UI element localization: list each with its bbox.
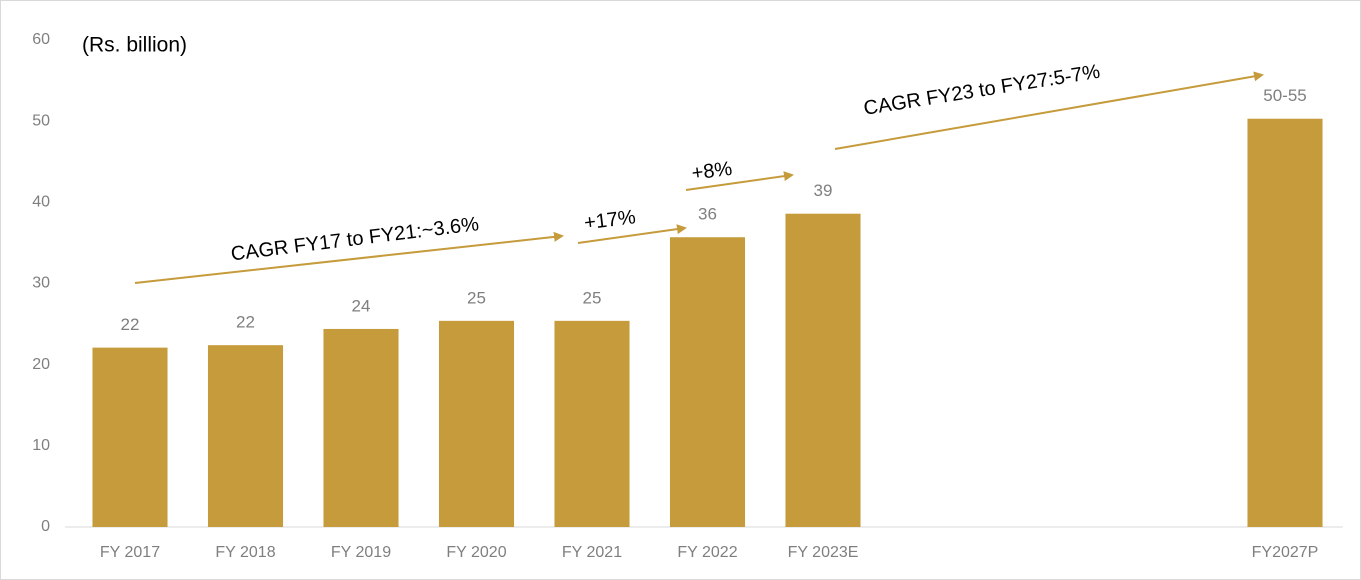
annotation: CAGR FY17 to FY21:~3.6% <box>230 213 481 265</box>
x-tick-label: FY 2019 <box>331 544 391 561</box>
bar <box>1247 118 1323 528</box>
y-tick-label: 10 <box>32 437 50 454</box>
y-tick-label: 30 <box>32 275 50 292</box>
annotation: +17% <box>583 206 637 234</box>
arrow <box>834 71 1264 150</box>
arrow <box>685 171 794 191</box>
value-label: 24 <box>352 296 371 315</box>
bar <box>554 320 630 527</box>
value-label: 22 <box>121 315 140 334</box>
value-label: 22 <box>236 313 255 332</box>
bar <box>785 213 861 528</box>
annotation: +8% <box>690 158 733 185</box>
value-label: 25 <box>467 288 486 307</box>
bar <box>92 347 168 527</box>
value-label: 25 <box>583 288 602 307</box>
unit-label: (Rs. billion) <box>82 34 187 57</box>
x-tick-label: FY 2020 <box>446 544 506 561</box>
y-tick-label: 40 <box>32 194 50 211</box>
x-tick-label: FY 2018 <box>215 544 275 561</box>
value-label: 36 <box>698 205 717 224</box>
arrow <box>577 224 687 244</box>
y-tick-label: 60 <box>32 31 50 48</box>
x-tick-label: FY 2023E <box>788 544 859 561</box>
x-tick-label: FY 2017 <box>100 544 160 561</box>
bar <box>207 345 284 527</box>
annotation: CAGR FY23 to FY27:5-7% <box>862 61 1102 120</box>
bar <box>669 237 746 528</box>
x-tick-label: FY 2022 <box>677 544 737 561</box>
y-tick-label: 0 <box>41 518 50 535</box>
x-tick-label: FY2027P <box>1252 544 1319 561</box>
y-tick-label: 50 <box>32 112 50 129</box>
bar <box>438 320 515 527</box>
arrow <box>134 231 564 284</box>
x-tick-label: FY 2021 <box>562 544 622 561</box>
bar <box>323 328 399 527</box>
y-tick-label: 20 <box>32 356 50 373</box>
value-label: 50-55 <box>1263 86 1306 105</box>
value-label: 39 <box>814 181 833 200</box>
